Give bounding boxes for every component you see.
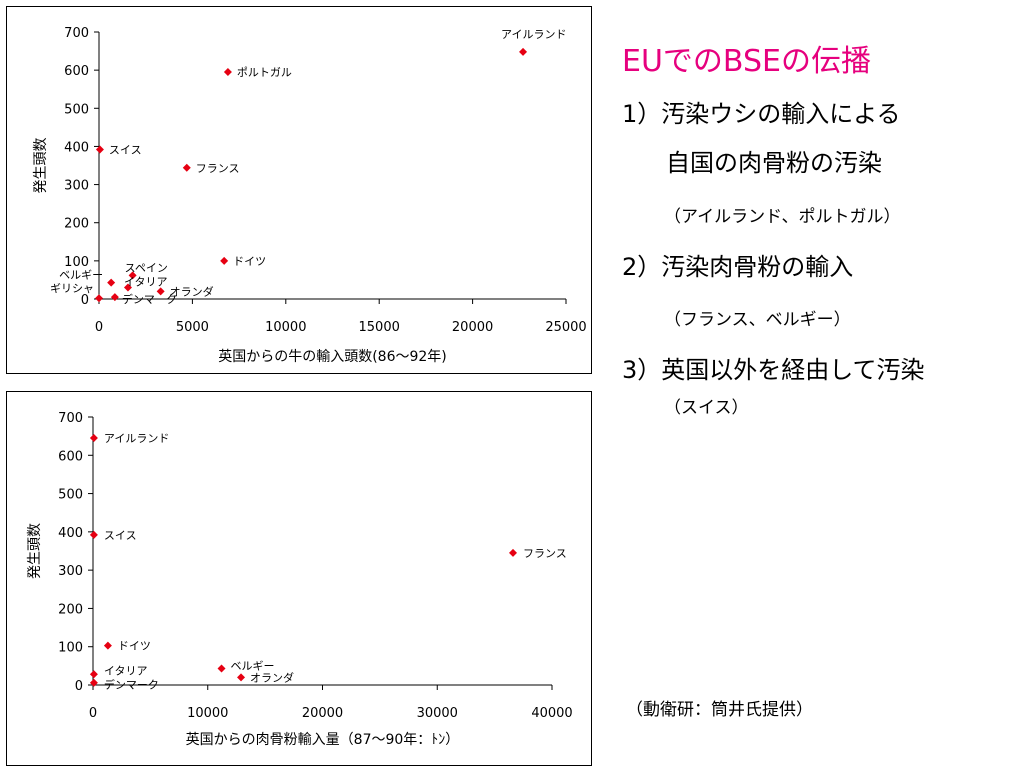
point-3-countries: （スイス） — [664, 398, 749, 418]
y-tick-label: 100 — [58, 641, 83, 656]
data-point-label: アイルランド — [501, 28, 566, 41]
x-tick-label: 20000 — [302, 706, 343, 721]
data-point-label: イタリア — [104, 664, 148, 677]
data-point-label: ベルギー — [231, 660, 275, 673]
y-tick-label: 600 — [58, 449, 83, 464]
y-tick-label: 300 — [58, 564, 83, 579]
data-point-label: スペイン — [125, 261, 168, 274]
y-tick-label: 200 — [64, 217, 89, 232]
y-tick-label: 700 — [64, 26, 89, 41]
y-tick-label: 0 — [81, 293, 89, 308]
data-point-label: ドイツ — [233, 255, 266, 268]
data-point — [89, 530, 98, 539]
y-axis-title: 発生頭数 — [33, 138, 49, 194]
y-tick-label: 400 — [64, 140, 89, 155]
data-point-label: ベルギー — [59, 269, 103, 282]
data-point — [123, 283, 132, 292]
y-tick-label: 300 — [64, 179, 89, 194]
data-point-label: ポルトガル — [237, 66, 292, 79]
data-point-label: デンマーク — [122, 292, 177, 306]
data-point — [217, 664, 226, 673]
x-tick-label: 10000 — [265, 320, 306, 335]
x-axis-title: 英国からの肉骨粉輸入量（87～90年：ﾄﾝ） — [186, 731, 460, 748]
y-tick-label: 0 — [75, 679, 83, 694]
data-point-label: フランス — [196, 162, 240, 175]
data-point-label: ギリシャ — [50, 282, 94, 295]
x-tick-label: 0 — [89, 706, 97, 721]
x-tick-label: 0 — [95, 320, 103, 335]
data-point-label: ドイツ — [118, 640, 151, 653]
point-2: 2）汚染肉骨粉の輸入 — [622, 253, 854, 281]
data-point — [110, 293, 119, 302]
x-tick-label: 5000 — [176, 320, 209, 335]
point-1-line-2: 自国の肉骨粉の汚染 — [666, 149, 882, 177]
source-credit: （動衛研：筒井氏提供） — [626, 700, 813, 720]
data-point — [508, 548, 517, 557]
data-point-label: スイス — [109, 143, 142, 156]
y-tick-label: 100 — [64, 255, 89, 270]
point-3: 3）英国以外を経由して汚染 — [622, 356, 925, 384]
point-2-countries: （フランス、ベルギー） — [664, 310, 851, 330]
scatter-plot-cattle: 0 100 200 300 400 500 600 700 0 5000 10000 15000 200… — [33, 26, 587, 365]
data-point — [89, 678, 98, 687]
y-tick-label: 700 — [58, 411, 83, 426]
data-point-label: オランダ — [170, 284, 214, 298]
data-point-label: スイス — [104, 529, 137, 542]
chart-meatbone-imports: 0 100 200 300 400 500 600 700 0 10000 20000 30000 40… — [6, 391, 592, 766]
x-axis-title: 英国からの牛の輸入頭数(86～92年) — [218, 348, 447, 365]
point-1-line-1: 1）汚染ウシの輸入による — [622, 100, 901, 128]
data-point — [103, 641, 112, 650]
x-tick-label: 40000 — [531, 706, 572, 721]
data-point — [223, 68, 232, 77]
x-tick-label: 15000 — [359, 320, 400, 335]
data-point — [128, 271, 137, 280]
data-point-label: デンマーク — [104, 678, 159, 692]
data-point — [237, 673, 246, 682]
x-tick-label: 10000 — [187, 706, 228, 721]
data-point — [220, 256, 229, 265]
y-tick-label: 600 — [64, 64, 89, 79]
data-point — [182, 163, 191, 172]
y-tick-label: 500 — [58, 488, 83, 503]
x-tick-label: 25000 — [545, 320, 586, 335]
data-point — [95, 145, 104, 154]
data-point-label: アイルランド — [104, 432, 169, 445]
data-point — [107, 278, 116, 287]
scatter-plot-meatbone: 0 100 200 300 400 500 600 700 0 10000 20000 30000 40… — [27, 411, 573, 748]
data-point — [95, 294, 103, 303]
data-point-label: フランス — [523, 547, 567, 560]
data-point-label: オランダ — [250, 670, 294, 684]
data-point — [519, 47, 528, 56]
data-point — [89, 434, 98, 443]
data-point — [89, 670, 98, 679]
chart-cattle-imports: 0 100 200 300 400 500 600 700 0 5000 10000 15000 200… — [6, 6, 592, 374]
data-point — [156, 287, 165, 296]
y-tick-label: 200 — [58, 602, 83, 617]
slide-title: EUでのBSEの伝播 — [622, 44, 871, 79]
point-1-countries: （アイルランド、ポルトガル） — [664, 207, 901, 227]
data-point-label: イタリア — [124, 276, 168, 289]
x-tick-label: 20000 — [452, 320, 493, 335]
x-tick-label: 30000 — [417, 706, 458, 721]
y-tick-label: 400 — [58, 526, 83, 541]
y-axis-title: 発生頭数 — [27, 523, 43, 579]
y-tick-label: 500 — [64, 102, 89, 117]
